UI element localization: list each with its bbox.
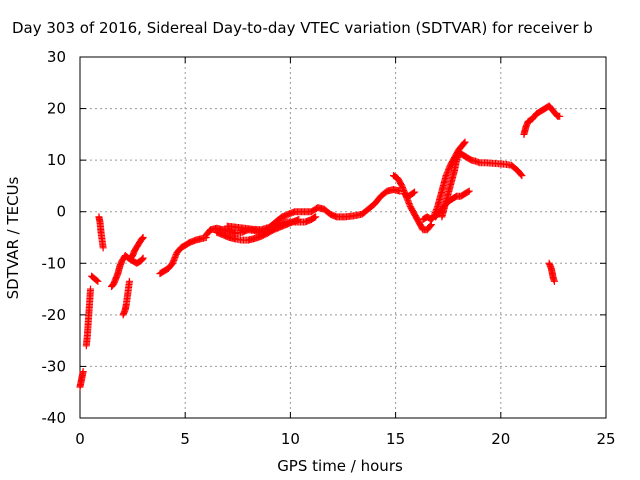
data-point — [518, 172, 526, 180]
y-tick-label: 10 — [47, 151, 66, 169]
y-tick-label: -20 — [42, 306, 67, 324]
data-point — [169, 259, 177, 267]
data-point — [79, 368, 87, 376]
data-point — [138, 256, 146, 264]
data-point — [139, 234, 147, 241]
data-point — [398, 182, 406, 190]
y-tick-label: 20 — [47, 100, 66, 118]
data-point — [172, 252, 180, 260]
data-point — [170, 256, 178, 264]
data-point — [465, 187, 473, 195]
data-point — [550, 277, 558, 285]
data-point — [138, 235, 146, 243]
data-point — [442, 172, 450, 180]
data-point — [125, 277, 133, 285]
x-tick-label: 5 — [180, 430, 190, 448]
data-point — [405, 200, 413, 208]
data-point — [94, 277, 102, 285]
grid — [80, 57, 606, 418]
data-point — [138, 255, 146, 263]
data-point — [461, 138, 469, 146]
plot-frame — [79, 56, 607, 419]
data-point — [399, 183, 407, 191]
data-point — [93, 276, 101, 284]
x-tick-label: 25 — [596, 430, 615, 448]
data-point — [409, 189, 417, 197]
data-point — [517, 171, 525, 179]
y-tick-label: 0 — [56, 203, 66, 221]
data-point — [170, 255, 178, 263]
data-point — [171, 253, 179, 261]
y-tick-label: 30 — [47, 48, 66, 66]
data-point — [445, 164, 453, 172]
data-point — [444, 167, 452, 175]
y-tick-label: -40 — [42, 409, 67, 427]
data-point — [445, 166, 453, 174]
chart-title: Day 303 of 2016, Sidereal Day-to-day VTE… — [12, 19, 593, 37]
data-point — [295, 215, 303, 223]
data-point — [169, 258, 177, 266]
y-tick-label: -10 — [42, 254, 67, 272]
data-point — [464, 188, 472, 196]
data-point — [311, 214, 319, 222]
x-tick-label: 20 — [491, 430, 510, 448]
data-point — [139, 254, 147, 262]
x-tick-label: 0 — [75, 430, 85, 448]
x-tick-label: 15 — [386, 430, 405, 448]
x-tick-label: 10 — [281, 430, 300, 448]
data-point — [556, 112, 564, 120]
data-point — [427, 222, 435, 230]
x-axis: 0 5 10 15 20 25 — [75, 57, 616, 448]
y-axis-label: SDTVAR / TECUs — [4, 176, 22, 299]
data-point — [99, 244, 107, 252]
data-point — [443, 170, 451, 178]
data-point — [405, 198, 413, 206]
y-tick-label: -30 — [42, 357, 67, 375]
data-point — [443, 169, 451, 177]
data-points — [76, 102, 564, 391]
data-point — [312, 213, 320, 221]
x-axis-label: GPS time / hours — [277, 457, 403, 475]
y-axis: 30 20 10 0 -10 -20 -30 -40 — [42, 48, 606, 427]
data-point — [460, 139, 468, 147]
data-point — [460, 140, 468, 148]
data-point — [399, 185, 407, 193]
data-point — [87, 285, 95, 293]
data-point — [138, 234, 146, 242]
data-point — [411, 188, 419, 196]
